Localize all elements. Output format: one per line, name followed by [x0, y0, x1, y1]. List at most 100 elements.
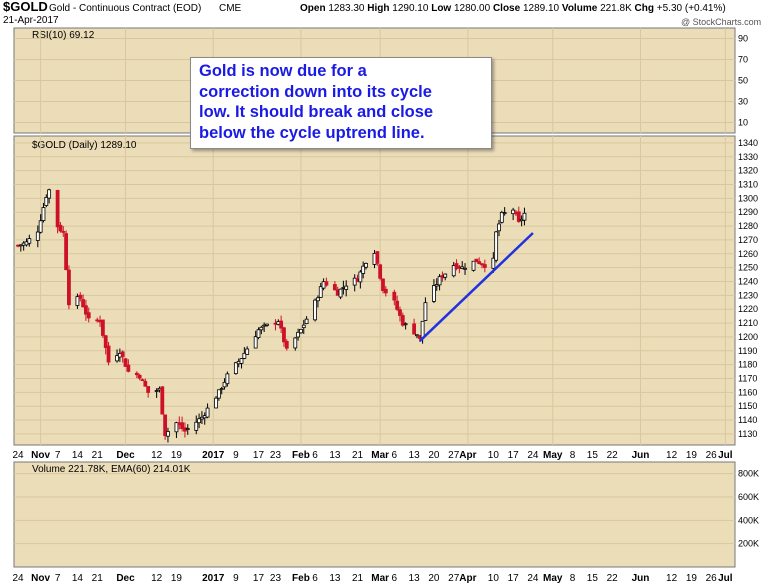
low-label: Low	[431, 3, 452, 14]
x-tick-label: 12	[151, 573, 163, 584]
candle-body	[497, 223, 501, 232]
price-panel: 1340133013201310130012901280127012601250…	[13, 28, 758, 567]
x-tick-label: Dec	[116, 450, 135, 461]
candle-body	[55, 190, 60, 228]
open-label: Open	[300, 3, 326, 14]
x-tick-label: 27	[448, 450, 460, 461]
y-tick-label: 1320	[738, 166, 758, 176]
y-tick-label: 1330	[738, 152, 758, 162]
x-tick-label: Mar	[371, 450, 389, 461]
x-tick-label: Mar	[371, 573, 389, 584]
x-tick-label: 6	[392, 450, 398, 461]
candle-body	[239, 358, 244, 364]
instrument-name: Gold - Continuous Contract (EOD)	[49, 3, 202, 14]
candle-body	[137, 374, 142, 379]
candle-body	[474, 258, 479, 263]
x-tick-label: 6	[392, 573, 398, 584]
candle-body	[482, 264, 487, 268]
y-tick-label: 1290	[738, 207, 758, 217]
x-tick-label: 7	[55, 450, 61, 461]
candle-body	[185, 428, 190, 430]
x-tick-label: 17	[508, 450, 520, 461]
x-tick-label: 22	[607, 573, 619, 584]
candle-body	[222, 381, 227, 388]
candle-body	[494, 231, 499, 261]
candle-body	[27, 238, 32, 244]
x-tick-label: 21	[92, 573, 104, 584]
x-tick-label: 19	[171, 450, 183, 461]
candle-body	[67, 269, 71, 306]
candle-body	[316, 297, 320, 302]
price-legend: $GOLD (Daily) 1289.10	[32, 140, 137, 151]
x-tick-label: 2017	[202, 450, 225, 461]
volume-legend: Volume 221.78K, EMA(60) 214.01K	[32, 464, 191, 475]
candle-body	[64, 233, 68, 271]
candle-body	[86, 312, 91, 319]
x-tick-label: 20	[428, 450, 440, 461]
x-tick-label: 10	[488, 573, 500, 584]
volume-value: 221.8K	[600, 3, 632, 14]
candle-body	[47, 189, 52, 199]
annotation-line: Gold is now due for a	[199, 62, 367, 80]
candle-body	[313, 299, 317, 321]
x-tick-label: Feb	[292, 450, 310, 461]
candle-body	[296, 331, 301, 338]
x-tick-label: 19	[171, 573, 183, 584]
candle-body	[180, 422, 185, 430]
y-tick-label: 1270	[738, 235, 758, 245]
candle-body	[491, 257, 496, 269]
candle-body	[499, 211, 504, 223]
x-tick-label: 14	[72, 450, 84, 461]
candle-body	[123, 358, 128, 367]
candle-body	[146, 386, 151, 393]
y-tick-label: 1300	[738, 193, 758, 203]
candle-body	[259, 326, 264, 331]
panel-background	[13, 461, 736, 568]
x-tick-label: Apr	[459, 450, 476, 461]
x-tick-label: 26	[706, 573, 718, 584]
x-tick-label: 21	[352, 450, 364, 461]
candle-body	[242, 352, 247, 359]
chart-date: 21-Apr-2017	[3, 15, 59, 26]
candle-body	[103, 335, 108, 348]
high-value: 1290.10	[392, 3, 429, 14]
high-label: High	[367, 3, 390, 14]
candle-body	[219, 388, 224, 390]
candle-body	[460, 266, 465, 269]
x-tick-label: 8	[570, 450, 576, 461]
candle-body	[324, 281, 329, 286]
candle-body	[443, 273, 448, 278]
candle-body	[502, 212, 507, 215]
y-tick-label: 1160	[738, 387, 757, 397]
low-value: 1280.00	[454, 3, 491, 14]
x-tick-label: 15	[587, 573, 599, 584]
candle-body	[358, 271, 363, 283]
annotation-line: below the cycle uptrend line.	[199, 123, 425, 142]
y-tick-label: 1240	[738, 276, 758, 286]
x-tick-label: 24	[527, 450, 539, 461]
candle-body	[282, 327, 286, 343]
y-tick-label: 1170	[738, 373, 757, 383]
x-tick-label: Nov	[31, 450, 50, 461]
x-tick-label: 14	[72, 573, 84, 584]
close-value: 1289.10	[522, 3, 560, 14]
y-tick-label: 800K	[738, 469, 759, 479]
candle-body	[344, 285, 349, 290]
x-tick-label: Jun	[632, 573, 650, 584]
x-tick-label: 12	[666, 573, 678, 584]
candle-body	[383, 288, 388, 294]
y-tick-label: 1130	[738, 429, 757, 439]
candle-body	[256, 329, 261, 338]
candle-body	[120, 351, 125, 358]
y-tick-label: 1140	[738, 415, 757, 425]
candle-body	[332, 284, 337, 291]
panel-background	[13, 135, 736, 446]
x-tick-label: 13	[409, 450, 421, 461]
x-tick-label: 13	[329, 573, 341, 584]
x-tick-label: 10	[488, 450, 500, 461]
y-tick-label: 1310	[738, 179, 758, 189]
x-tick-label: Nov	[31, 573, 50, 584]
y-tick-label: 600K	[738, 492, 759, 502]
candle-body	[115, 355, 119, 362]
annotation-box: Gold is now due for a correction down in…	[190, 57, 492, 149]
